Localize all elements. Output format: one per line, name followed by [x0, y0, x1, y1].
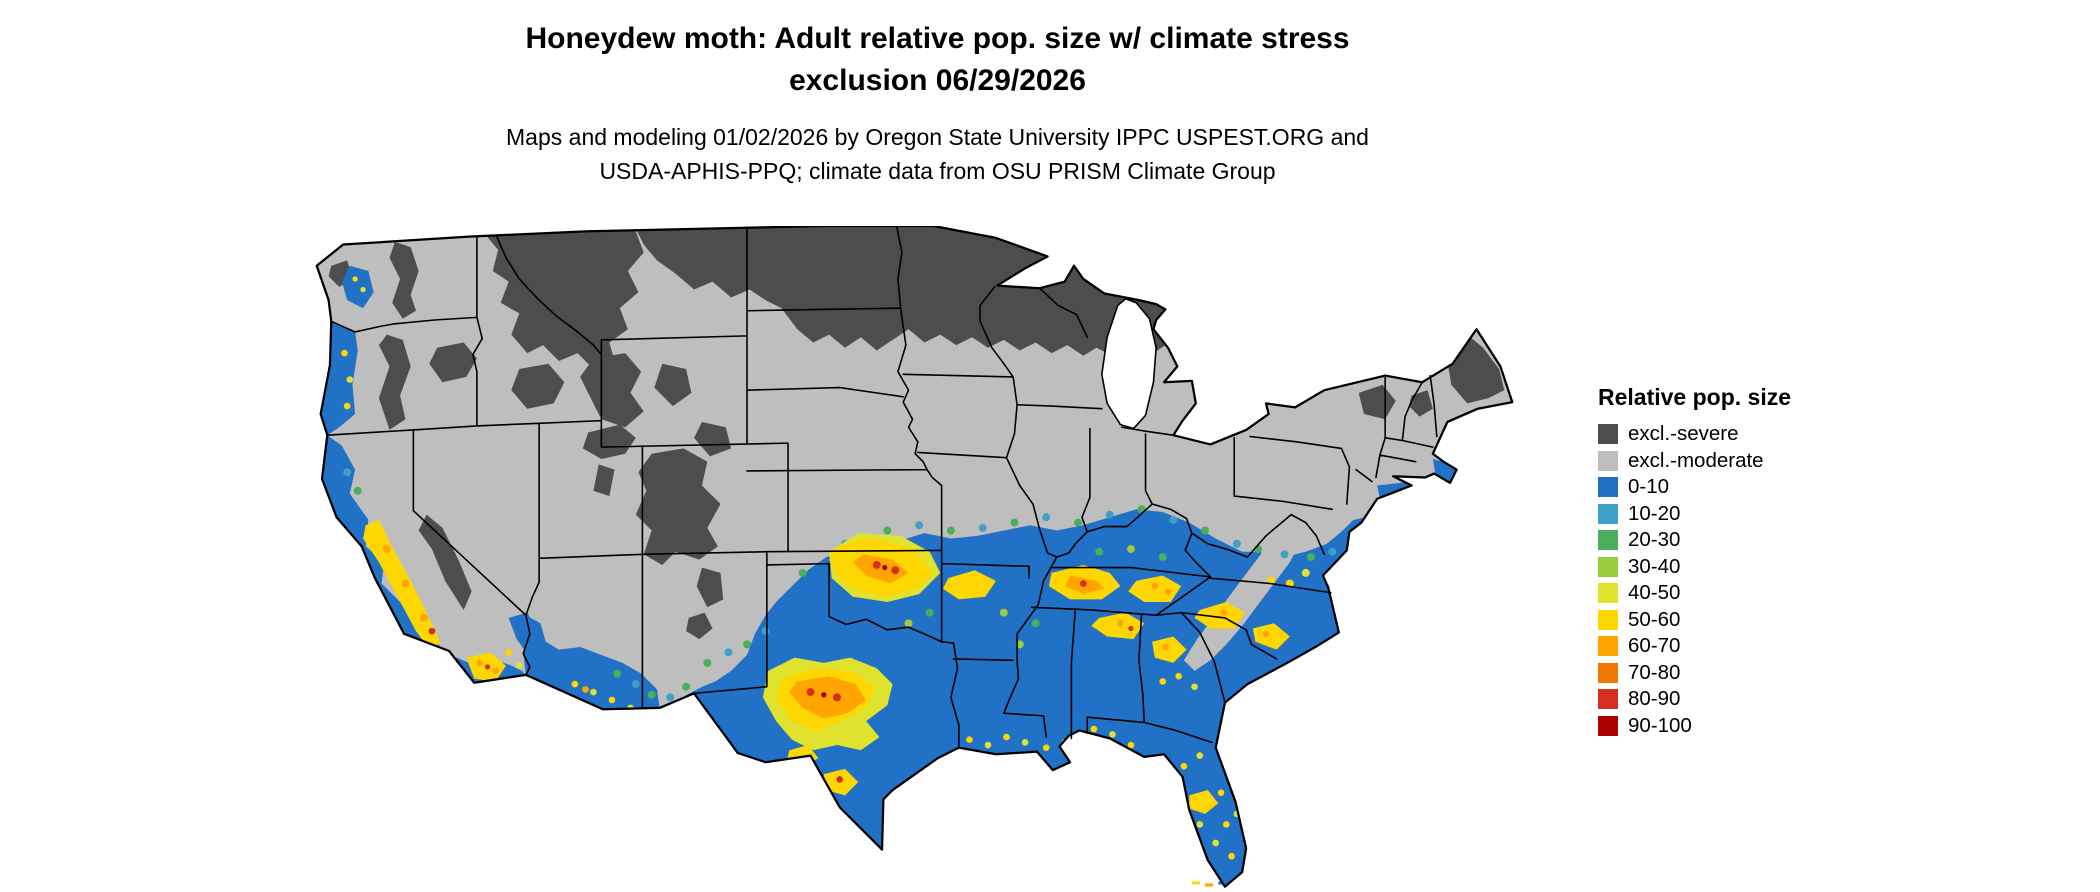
legend-swatch	[1598, 424, 1618, 445]
raster-layer-excl-severe	[328, 226, 1505, 640]
legend: Relative pop. size excl.-severe excl.-mod…	[1598, 384, 1791, 739]
legend-row: excl.-moderate	[1598, 448, 1791, 475]
legend-label: 10-20	[1628, 501, 1681, 525]
legend-row: 40-50	[1598, 580, 1791, 607]
legend-row: 20-30	[1598, 527, 1791, 554]
legend-row: 60-70	[1598, 633, 1791, 660]
legend-swatch	[1598, 450, 1618, 471]
legend-title: Relative pop. size	[1598, 384, 1792, 410]
legend-row: 50-60	[1598, 607, 1791, 634]
florida-keys	[1191, 881, 1225, 887]
subtitle-line-2: USDA-APHIS-PPQ; climate data from OSU PR…	[599, 158, 1276, 184]
legend-swatch	[1598, 477, 1618, 498]
legend-swatch	[1598, 503, 1618, 524]
legend-label: 70-80	[1628, 660, 1681, 684]
page-title: Honeydew moth: Adult relative pop. size …	[0, 18, 1875, 102]
legend-swatch	[1598, 530, 1618, 551]
legend-items: excl.-severe excl.-moderate 0-10 10-20 20-30…	[1598, 421, 1791, 739]
legend-swatch	[1598, 556, 1618, 577]
title-line-2: exclusion 06/29/2026	[789, 64, 1086, 97]
legend-row: 0-10	[1598, 474, 1791, 501]
legend-label: excl.-severe	[1628, 422, 1739, 446]
legend-label: 50-60	[1628, 607, 1681, 631]
legend-label: 20-30	[1628, 528, 1681, 552]
legend-row: 10-20	[1598, 501, 1791, 528]
legend-row: 80-90	[1598, 686, 1791, 713]
legend-swatch	[1598, 662, 1618, 683]
legend-label: 60-70	[1628, 634, 1681, 658]
legend-row: excl.-severe	[1598, 421, 1791, 448]
us-outline	[315, 226, 1514, 888]
legend-row: 70-80	[1598, 660, 1791, 687]
us-map	[315, 226, 1514, 888]
legend-label: excl.-moderate	[1628, 448, 1764, 472]
legend-label: 90-100	[1628, 713, 1692, 737]
legend-swatch	[1598, 636, 1618, 657]
page-subtitle: Maps and modeling 01/02/2026 by Oregon S…	[0, 120, 1875, 188]
lake-michigan	[1101, 298, 1157, 429]
legend-row: 30-40	[1598, 554, 1791, 581]
state-boundaries	[326, 226, 1438, 749]
raster-appalachian-exclusion	[1183, 527, 1301, 671]
legend-swatch	[1598, 583, 1618, 604]
legend-label: 0-10	[1628, 475, 1670, 499]
title-line-1: Honeydew moth: Adult relative pop. size …	[525, 22, 1350, 55]
legend-label: 30-40	[1628, 554, 1681, 578]
legend-label: 40-50	[1628, 581, 1681, 605]
subtitle-line-1: Maps and modeling 01/02/2026 by Oregon S…	[506, 124, 1369, 150]
lake-michigan-shore	[1101, 298, 1157, 430]
legend-swatch	[1598, 715, 1618, 736]
legend-swatch	[1598, 689, 1618, 710]
legend-label: 80-90	[1628, 687, 1681, 711]
legend-row: 90-100	[1598, 713, 1791, 740]
legend-swatch	[1598, 609, 1618, 630]
